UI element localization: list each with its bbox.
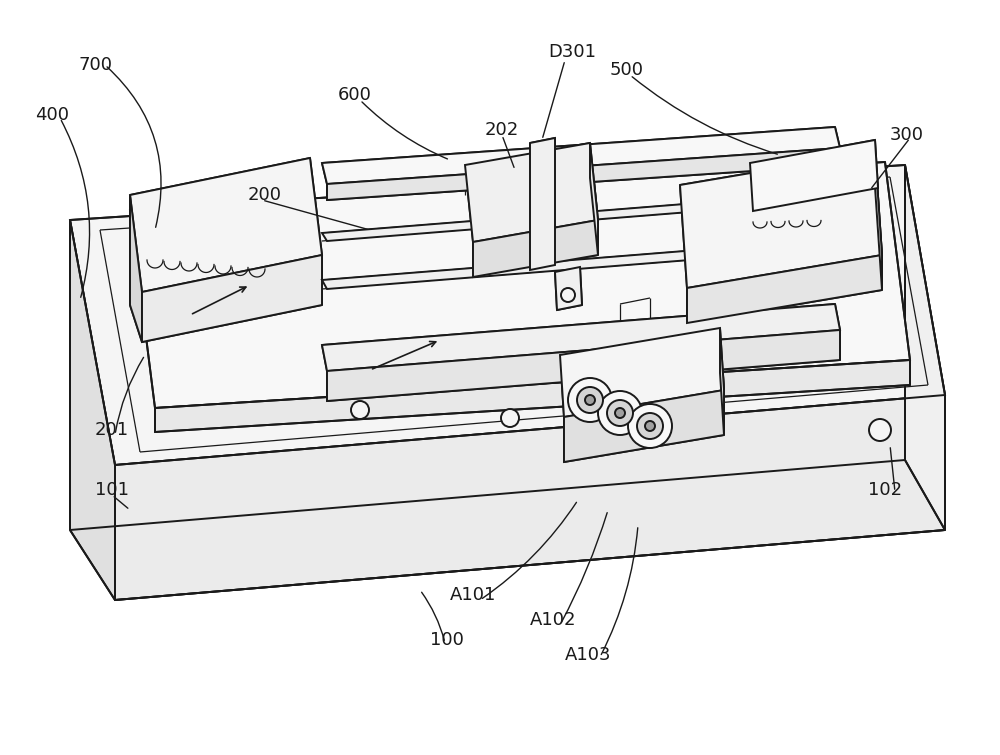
Ellipse shape [869,419,891,441]
Text: D301: D301 [548,43,596,61]
Text: 100: 100 [430,631,464,649]
Polygon shape [905,165,945,530]
Polygon shape [875,152,882,290]
Text: 201: 201 [95,421,129,439]
Polygon shape [530,138,555,270]
Text: 600: 600 [338,86,372,104]
Text: 200: 200 [248,186,282,204]
Polygon shape [680,152,882,288]
Polygon shape [130,158,322,292]
Ellipse shape [351,401,369,419]
Ellipse shape [628,404,672,448]
Ellipse shape [645,421,655,431]
Text: 300: 300 [890,126,924,144]
Polygon shape [130,162,910,408]
Polygon shape [322,127,840,184]
Polygon shape [115,395,945,600]
Ellipse shape [577,387,603,413]
Ellipse shape [615,408,625,418]
Polygon shape [564,390,724,462]
Polygon shape [555,267,582,310]
Text: A101: A101 [450,586,496,604]
Polygon shape [473,220,598,277]
Text: 500: 500 [610,61,644,79]
Ellipse shape [561,288,575,302]
Text: 400: 400 [35,106,69,124]
Ellipse shape [607,400,633,426]
Polygon shape [465,143,598,242]
Polygon shape [322,304,840,371]
Polygon shape [590,143,598,255]
Polygon shape [560,328,724,417]
Ellipse shape [585,395,595,405]
Polygon shape [720,328,724,435]
Text: A102: A102 [530,611,576,629]
Polygon shape [322,239,840,289]
Polygon shape [750,140,878,211]
Polygon shape [327,148,840,200]
Text: 202: 202 [485,121,519,139]
Polygon shape [130,195,142,342]
Text: 700: 700 [78,56,112,74]
Polygon shape [142,255,322,342]
Polygon shape [70,165,945,465]
Text: 102: 102 [868,481,902,499]
Text: 101: 101 [95,481,129,499]
Polygon shape [70,220,115,600]
Ellipse shape [501,409,519,427]
Polygon shape [322,192,840,241]
Ellipse shape [568,378,612,422]
Polygon shape [327,330,840,401]
Ellipse shape [637,413,663,439]
Polygon shape [155,360,910,432]
Text: A103: A103 [565,646,612,664]
Polygon shape [687,255,882,323]
Ellipse shape [598,391,642,435]
